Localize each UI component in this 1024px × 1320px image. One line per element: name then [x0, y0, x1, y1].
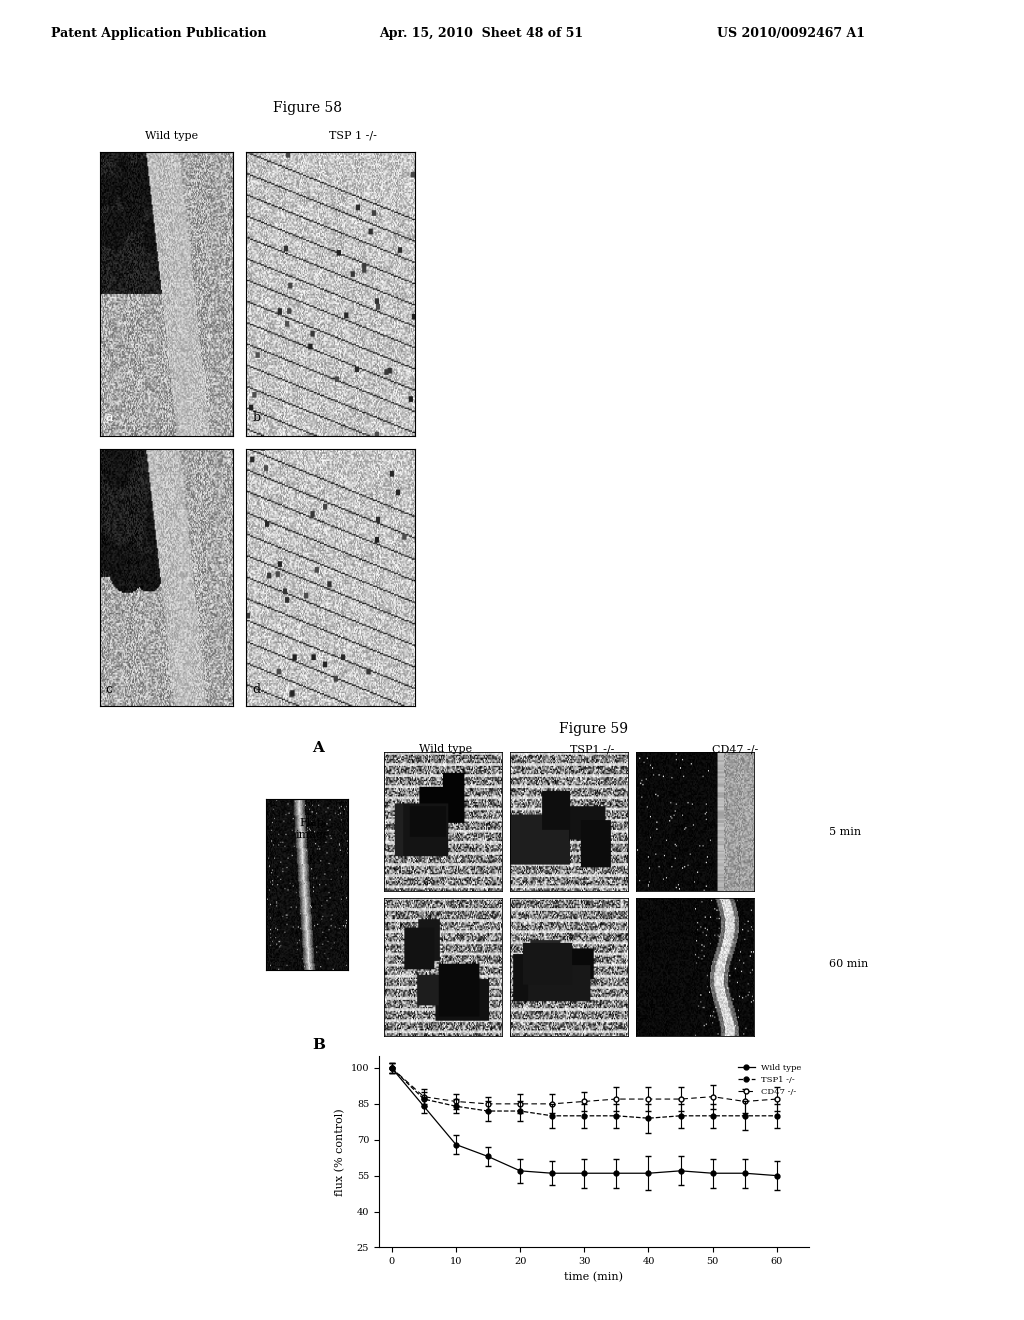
- Text: A: A: [312, 742, 325, 755]
- Text: B: B: [312, 1039, 326, 1052]
- Text: c: c: [105, 682, 113, 696]
- Text: US 2010/0092467 A1: US 2010/0092467 A1: [717, 26, 865, 40]
- Text: d: d: [253, 682, 261, 696]
- Text: Figure 58: Figure 58: [272, 102, 342, 115]
- Text: TSP1 -/-: TSP1 -/-: [569, 744, 614, 755]
- Text: Wild type: Wild type: [419, 744, 472, 755]
- Text: Wild type: Wild type: [145, 131, 199, 141]
- Text: Patent Application Publication: Patent Application Publication: [51, 26, 266, 40]
- Text: 60 min: 60 min: [829, 958, 868, 969]
- Text: a: a: [105, 412, 114, 424]
- Text: 5 min: 5 min: [829, 826, 861, 837]
- Text: Apr. 15, 2010  Sheet 48 of 51: Apr. 15, 2010 Sheet 48 of 51: [379, 26, 583, 40]
- Text: Figure 59: Figure 59: [559, 722, 629, 735]
- Text: TSP 1 -/-: TSP 1 -/-: [330, 131, 377, 141]
- X-axis label: time (min): time (min): [564, 1271, 624, 1282]
- Text: CD47 -/-: CD47 -/-: [712, 744, 759, 755]
- Text: b: b: [253, 412, 261, 424]
- Legend: Wild type, TSP1 -/-, CD47 -/-: Wild type, TSP1 -/-, CD47 -/-: [734, 1060, 805, 1100]
- Y-axis label: flux (% control): flux (% control): [335, 1107, 345, 1196]
- Text: Flap
image: Flap image: [295, 818, 330, 840]
